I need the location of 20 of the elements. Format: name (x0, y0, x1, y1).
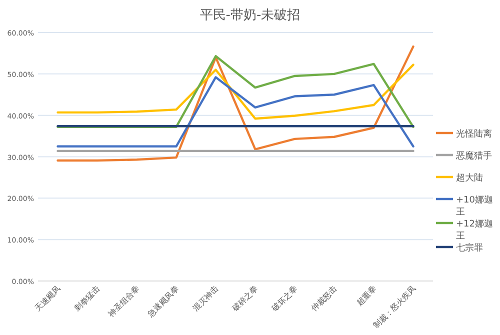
legend-label: 恶魔猎手 (455, 150, 492, 162)
line-series (56, 64, 414, 120)
x-tick-label: 天速飓风 (33, 284, 62, 314)
legend-label: +10娜迦王 (456, 194, 493, 218)
legend-label: 超大陆 (456, 172, 483, 184)
legend-label: 七宗罪 (456, 242, 483, 254)
x-tick-label: 破坏之拳 (269, 284, 300, 314)
legend-label: 光怪陆离 (456, 128, 492, 140)
line-series (56, 55, 414, 128)
line-series (56, 76, 414, 148)
x-tick-label: 急速飓风拳 (145, 284, 181, 320)
line-series (56, 45, 414, 162)
x-tick-label: 混灭神击 (191, 284, 220, 314)
legend-label: +12娜迦王 (456, 218, 493, 242)
chart-title: 平民-带奶-未破招 (200, 8, 300, 23)
x-tick-label: 刺拳猛击 (72, 284, 102, 314)
x-tick-label: 神圣组合拳 (106, 284, 142, 319)
x-tick-label: 仲裁怒击 (310, 284, 339, 314)
x-tick-label: 超重拳 (354, 284, 378, 308)
x-tick-label: 破碎之拳 (230, 284, 260, 314)
